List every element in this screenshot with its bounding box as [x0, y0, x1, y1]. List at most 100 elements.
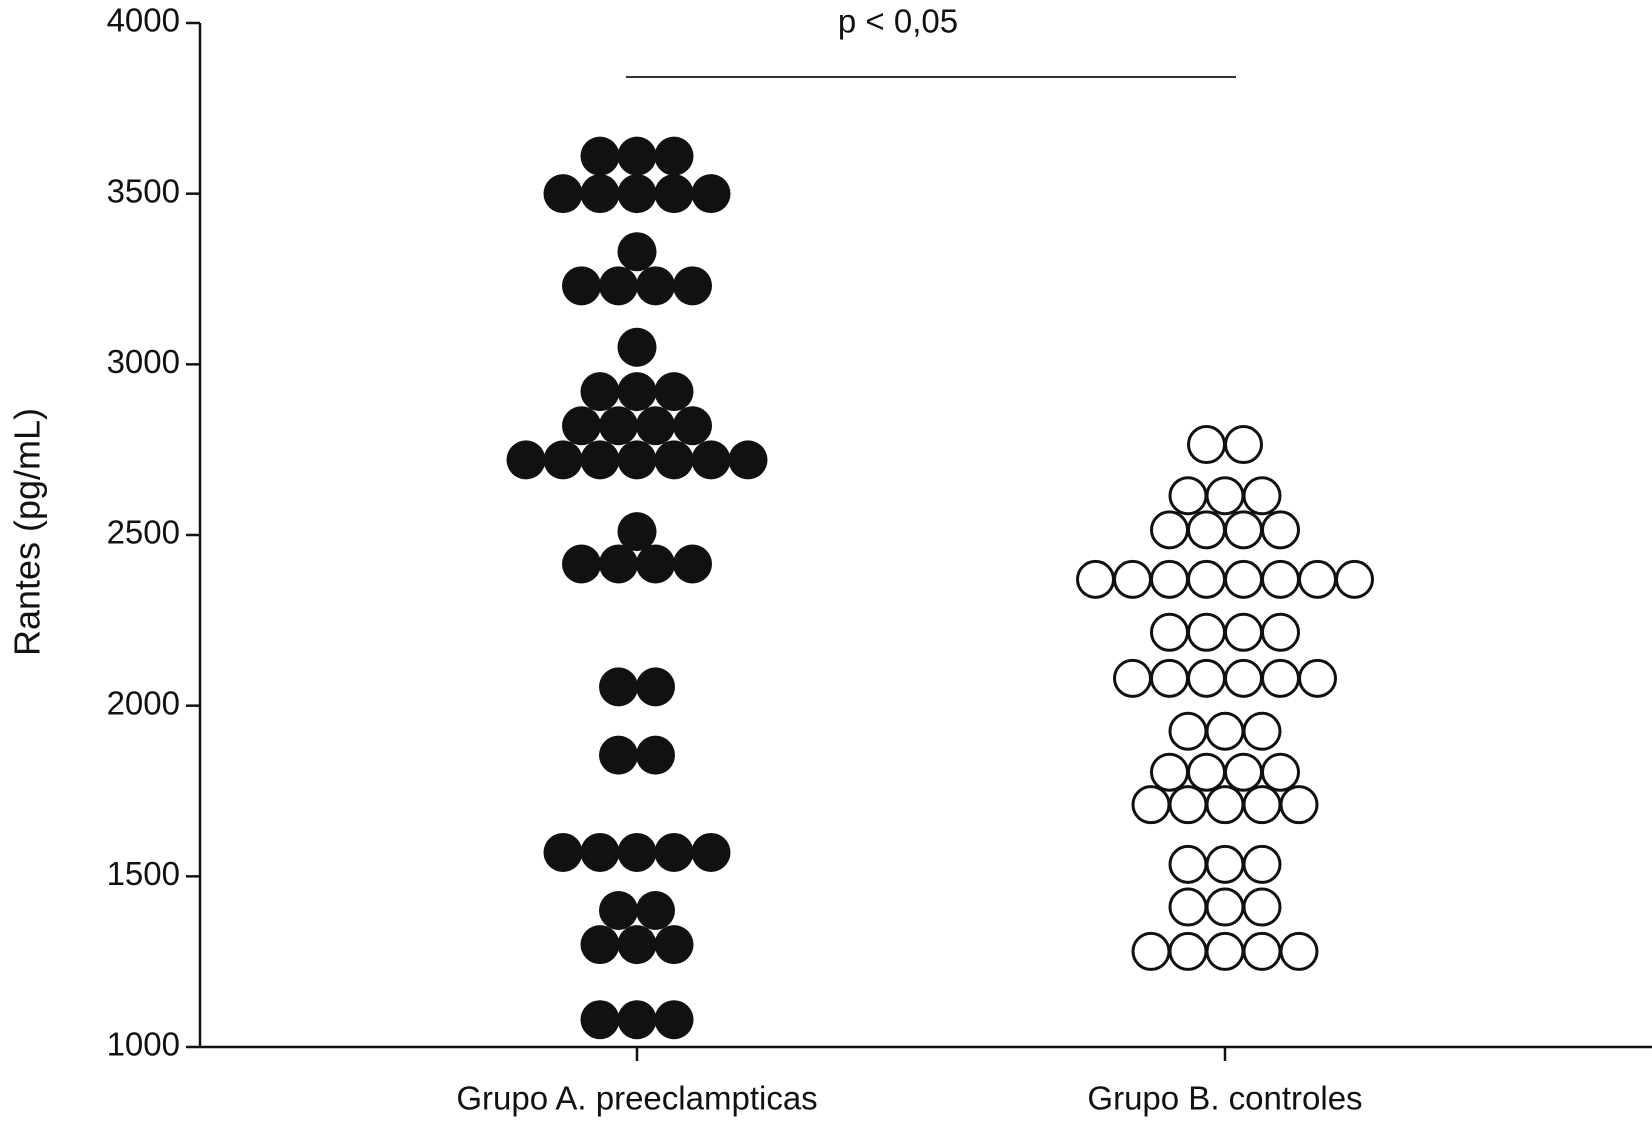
dot — [543, 832, 583, 872]
dot — [1242, 711, 1282, 751]
dot — [543, 174, 583, 214]
dot — [1224, 559, 1263, 599]
y-tick-label: 3500 — [107, 172, 180, 209]
dot — [1298, 658, 1337, 698]
dot — [654, 372, 694, 412]
dot — [1224, 752, 1263, 792]
dot — [599, 266, 638, 306]
dot — [1261, 658, 1300, 698]
dot — [1224, 510, 1263, 550]
y-tick-label: 2500 — [107, 514, 180, 551]
dot — [1076, 559, 1115, 599]
dot — [673, 266, 712, 306]
dot — [543, 440, 583, 480]
x-tick-label: Grupo A. preeclampticas — [456, 1080, 817, 1117]
dot — [1168, 785, 1208, 825]
dot — [1242, 476, 1282, 516]
dot — [599, 406, 638, 446]
dot — [580, 372, 620, 412]
dot — [1224, 612, 1263, 652]
dot — [654, 440, 694, 480]
dot — [580, 832, 620, 872]
y-tick-label: 2000 — [107, 684, 180, 721]
dot — [562, 266, 601, 306]
dot — [1150, 510, 1189, 550]
dot — [599, 890, 638, 930]
dot — [617, 174, 657, 214]
dot — [1187, 658, 1226, 698]
dot — [673, 544, 712, 584]
dot — [580, 174, 620, 214]
dot — [599, 544, 638, 584]
dot — [636, 890, 675, 930]
dot — [1205, 476, 1245, 516]
dot — [1205, 931, 1245, 971]
dot — [580, 136, 620, 176]
dot — [1335, 559, 1374, 599]
dot — [1205, 887, 1245, 927]
dot — [562, 544, 601, 584]
y-tick-label: 1000 — [107, 1026, 180, 1063]
dot — [1168, 711, 1208, 751]
dot — [636, 735, 675, 775]
dot — [617, 327, 657, 367]
dot — [506, 440, 546, 480]
dot — [654, 174, 694, 214]
dot — [636, 266, 675, 306]
dot — [1131, 785, 1171, 825]
y-tick-label: 3000 — [107, 343, 180, 380]
dot — [654, 925, 694, 965]
dot — [599, 735, 638, 775]
dot — [654, 136, 694, 176]
dot — [1279, 931, 1319, 971]
dot — [1279, 785, 1319, 825]
dot — [580, 440, 620, 480]
dot — [1187, 510, 1226, 550]
dot — [1168, 887, 1208, 927]
dot — [728, 440, 768, 480]
dot — [1187, 559, 1226, 599]
dot — [691, 440, 731, 480]
dot — [1187, 425, 1226, 465]
dot — [636, 544, 675, 584]
y-tick-label: 4000 — [107, 2, 180, 39]
dot — [599, 667, 638, 707]
dot — [580, 925, 620, 965]
x-tick-label: Grupo B. controles — [1087, 1080, 1362, 1117]
dot — [691, 832, 731, 872]
dot — [617, 512, 657, 552]
dot — [1150, 658, 1189, 698]
dot — [636, 406, 675, 446]
dot — [562, 406, 601, 446]
dot — [1187, 612, 1226, 652]
dot — [654, 1000, 694, 1040]
dot — [1205, 711, 1245, 751]
dot — [636, 667, 675, 707]
dot — [1298, 559, 1337, 599]
dot — [691, 174, 731, 214]
dot — [1261, 752, 1300, 792]
y-axis-label: Rantes (pg/mL) — [7, 408, 48, 656]
dot — [1168, 931, 1208, 971]
dot — [1242, 931, 1282, 971]
dot — [617, 832, 657, 872]
dot — [1205, 785, 1245, 825]
dot — [654, 832, 694, 872]
dot — [617, 136, 657, 176]
y-tick-label: 1500 — [107, 855, 180, 892]
dot — [617, 925, 657, 965]
dot — [1261, 510, 1300, 550]
dot — [1113, 559, 1152, 599]
dot — [1150, 559, 1189, 599]
dot — [580, 1000, 620, 1040]
dot — [1150, 612, 1189, 652]
dot — [1242, 844, 1282, 884]
dot — [617, 232, 657, 272]
dot — [617, 440, 657, 480]
dot — [1224, 425, 1263, 465]
dot — [1113, 658, 1152, 698]
dot — [1261, 559, 1300, 599]
dot — [1150, 752, 1189, 792]
dot — [1131, 931, 1171, 971]
